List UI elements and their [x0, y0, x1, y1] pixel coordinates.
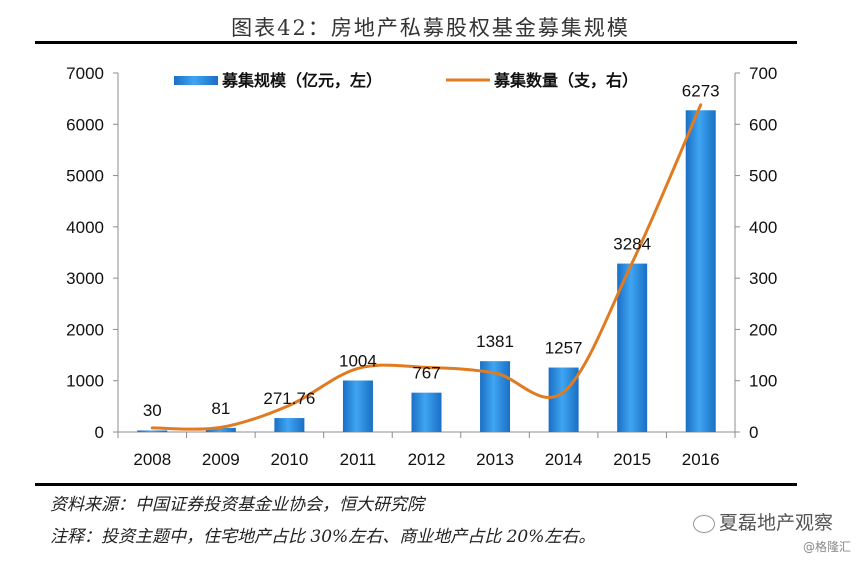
x-axis-tick-label: 2014 — [545, 450, 583, 469]
legend-bar-label: 募集规模（亿元，左） — [221, 71, 382, 90]
left-axis-tick-label: 6000 — [66, 115, 104, 134]
watermark: 夏磊地产观察 — [692, 508, 833, 535]
right-axis-tick-label: 700 — [749, 64, 777, 83]
watermark-name: 夏磊地产观察 — [718, 512, 833, 534]
bar — [274, 418, 305, 432]
right-axis-tick-label: 500 — [749, 167, 777, 186]
left-axis-tick-label: 3000 — [66, 269, 104, 288]
bar — [137, 430, 168, 432]
x-axis-tick-label: 2013 — [476, 450, 514, 469]
right-axis-tick-label: 600 — [749, 115, 777, 134]
right-axis-tick-label: 200 — [749, 320, 777, 339]
bar — [617, 263, 648, 432]
wechat-icon — [692, 514, 715, 533]
left-axis-tick-label: 0 — [95, 423, 104, 442]
chart-title: 图表42：房地产私募股权基金募集规模 — [231, 16, 630, 40]
bar — [342, 380, 373, 432]
bar-data-label: 1257 — [545, 339, 583, 358]
bar-data-label: 1381 — [476, 332, 514, 351]
left-axis-tick-label: 4000 — [66, 218, 104, 237]
bar-data-label: 6273 — [682, 81, 720, 100]
legend-line-label: 募集数量（支，右） — [493, 71, 638, 90]
footnote: 注释：投资主题中，住宅地产占比 30%左右、商业地产占比 20%左右。 — [50, 527, 596, 547]
bar — [205, 427, 236, 432]
left-axis-tick-label: 1000 — [66, 372, 104, 391]
right-axis-tick-label: 400 — [749, 218, 777, 237]
right-axis-tick-label: 100 — [749, 372, 777, 391]
left-axis-tick-label: 2000 — [66, 320, 104, 339]
bar-data-label: 81 — [211, 399, 230, 418]
bar — [685, 110, 716, 432]
x-axis-tick-label: 2008 — [133, 450, 171, 469]
legend-bar-swatch — [174, 76, 218, 85]
left-axis-tick-label: 7000 — [66, 64, 104, 83]
x-axis-tick-label: 2009 — [202, 450, 240, 469]
bar — [548, 367, 579, 432]
bar-data-label: 767 — [412, 364, 440, 383]
footer-rule — [35, 483, 797, 486]
right-axis-tick-label: 300 — [749, 269, 777, 288]
x-axis-tick-label: 2016 — [682, 450, 720, 469]
source-note: 资料来源：中国证券投资基金业协会，恒大研究院 — [50, 495, 424, 515]
chart: 0 1000 2000 3000 4000 5000 6000 7000 0 100 200 300 4… — [66, 64, 777, 469]
x-axis-tick-label: 2015 — [613, 450, 651, 469]
bar-data-label: 1004 — [339, 352, 377, 371]
x-axis-tick-label: 2010 — [270, 450, 308, 469]
title-rule — [35, 41, 797, 44]
x-axis-tick-label: 2012 — [408, 450, 446, 469]
legend: 募集规模（亿元，左） 募集数量（支，右） — [174, 71, 638, 90]
bar — [411, 392, 442, 432]
left-axis-tick-label: 5000 — [66, 167, 104, 186]
watermark-sub: @格隆汇 — [802, 540, 851, 554]
right-axis-tick-label: 0 — [749, 423, 758, 442]
x-axis-tick-label: 2011 — [340, 450, 377, 469]
bar-data-label: 271.76 — [263, 389, 315, 408]
bar-data-label: 30 — [143, 401, 162, 420]
bar-data-label: 3284 — [613, 235, 651, 254]
